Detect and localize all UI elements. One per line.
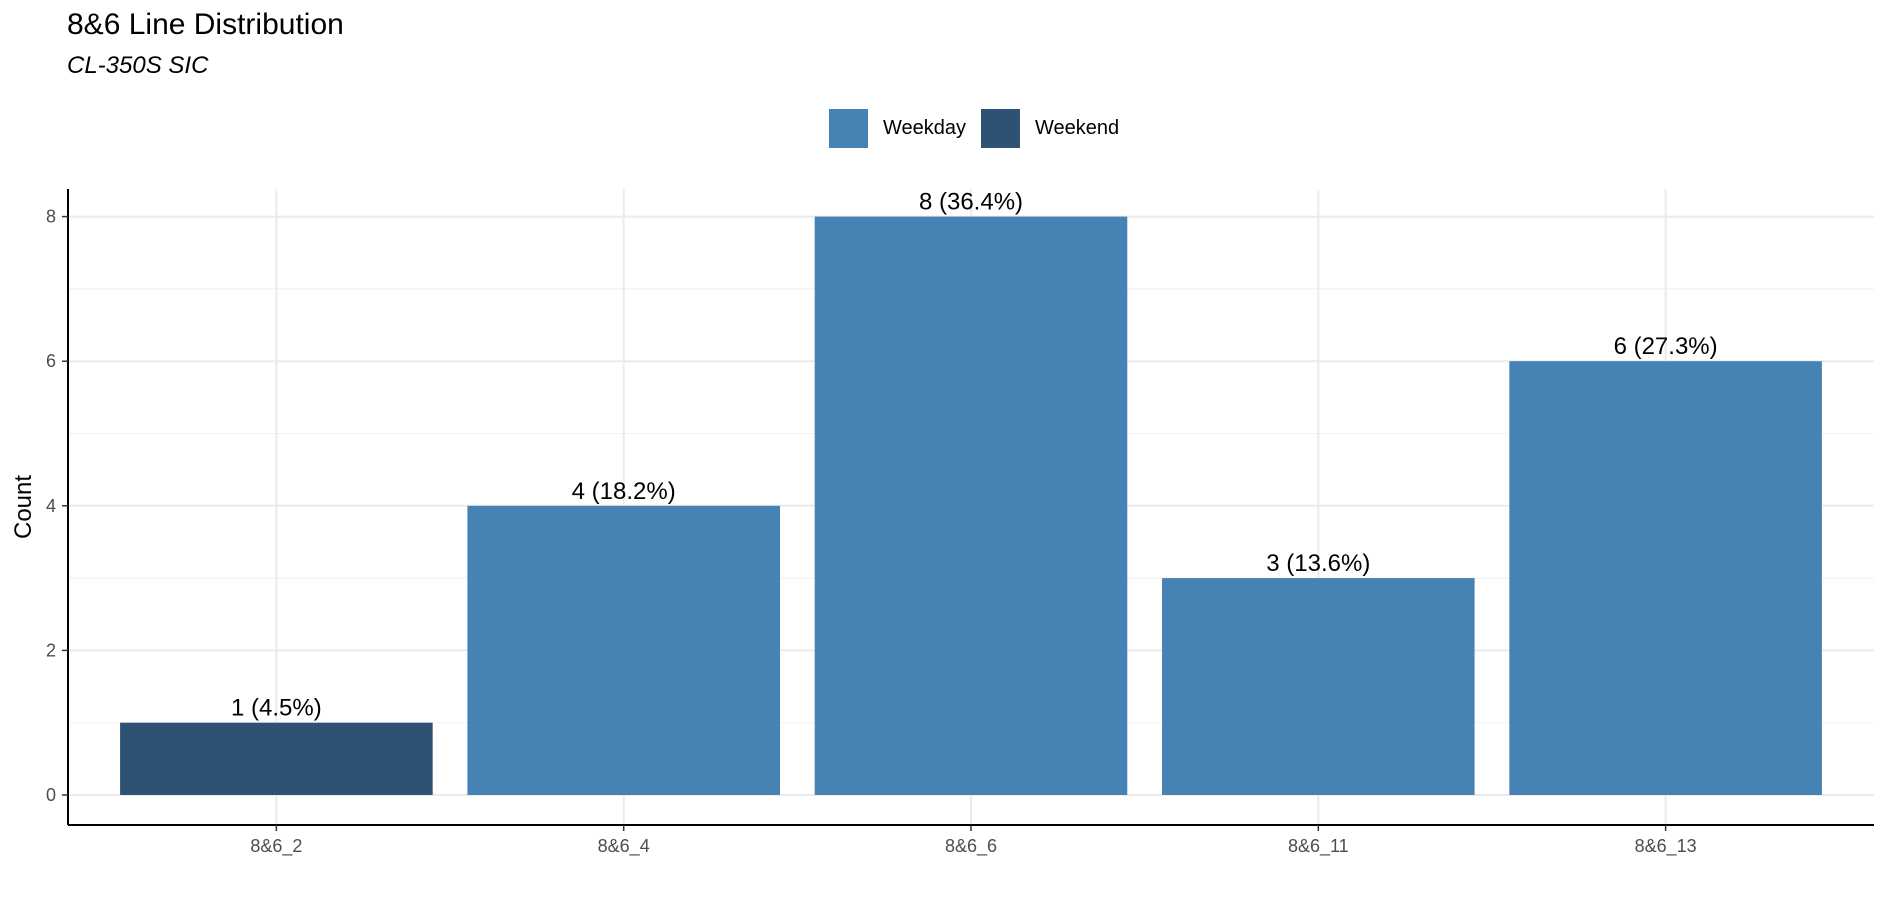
legend-label-weekend: Weekend [1035, 116, 1120, 139]
legend-item-weekday: Weekday [829, 108, 967, 148]
bar-8&6_4 [467, 505, 780, 795]
chart-title: 8&6 Line Distribution [67, 8, 344, 41]
legend: Weekday Weekend [829, 108, 1134, 148]
y-tick-label: 4 [46, 496, 56, 516]
data-label-8&6_13: 6 (27.3%) [1614, 333, 1718, 360]
x-tick-label-8&6_4: 8&6_4 [598, 836, 650, 857]
y-tick-label: 2 [46, 640, 56, 660]
axes: 0 2 4 6 8 8&6_2 8&6_4 8&6_6 8&6_11 8&6_13 [46, 189, 1874, 857]
data-label-8&6_2: 1 (4.5%) [231, 695, 322, 722]
bar-8&6_11 [1162, 578, 1475, 795]
data-label-8&6_11: 3 (13.6%) [1266, 550, 1370, 577]
bar-8&6_2 [120, 722, 433, 795]
data-label-8&6_4: 4 (18.2%) [572, 478, 676, 505]
legend-item-weekend: Weekend [981, 108, 1120, 148]
x-tick-label-8&6_11: 8&6_11 [1288, 836, 1349, 857]
bars [120, 216, 1822, 796]
x-tick-label-8&6_6: 8&6_6 [945, 836, 997, 857]
bar-8&6_6 [814, 216, 1128, 796]
legend-swatch-weekend [981, 108, 1021, 148]
y-tick-label: 8 [46, 207, 56, 227]
x-tick-label-8&6_13: 8&6_13 [1635, 836, 1697, 857]
x-tick-label-8&6_2: 8&6_2 [250, 836, 302, 857]
y-tick-label: 6 [46, 351, 56, 371]
chart-subtitle: CL-350S SIC [67, 52, 209, 79]
legend-label-weekday: Weekday [883, 116, 967, 139]
data-label-8&6_6: 8 (36.4%) [919, 189, 1023, 216]
data-labels: 1 (4.5%) 4 (18.2%) 8 (36.4%) 3 (13.6%) 6 (27… [231, 189, 1718, 722]
y-tick-label: 0 [46, 785, 56, 805]
bar-8&6_13 [1509, 361, 1822, 795]
y-axis-title: Count [10, 475, 37, 539]
legend-swatch-weekday [829, 108, 868, 148]
